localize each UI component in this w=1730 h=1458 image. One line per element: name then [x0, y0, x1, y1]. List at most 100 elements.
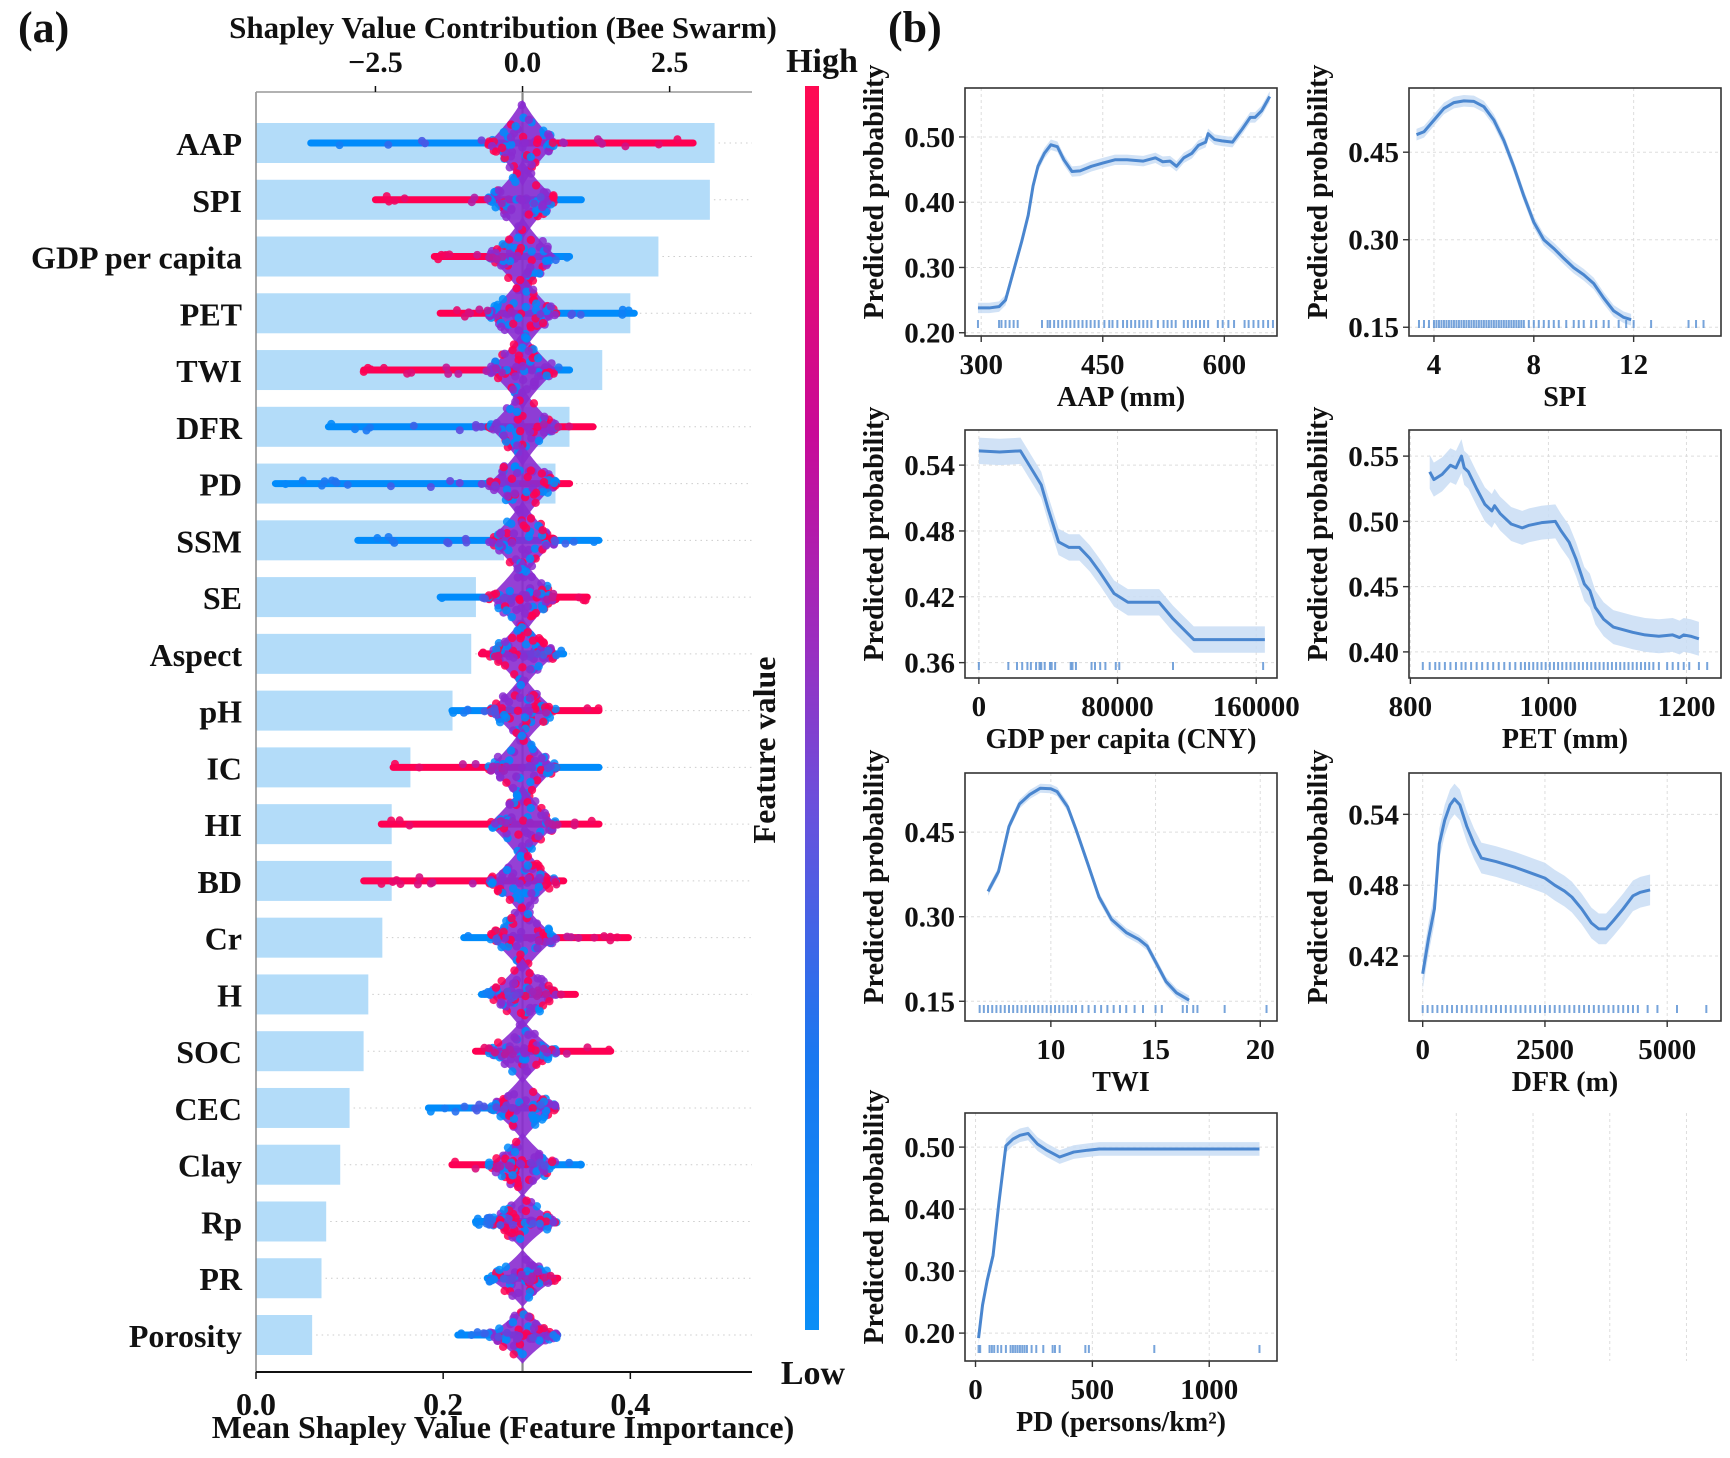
swarm-point [550, 310, 559, 320]
pdp-chart-dfr: 0 2500 5000 0.42 0.48 0.54 DFR (m) Predicted pr… [1303, 750, 1722, 1098]
y-tick-label: 0.42 [904, 582, 955, 614]
swarm-point [523, 628, 532, 637]
swarm-point [543, 488, 552, 497]
x-tick-label: 0.0 [236, 1386, 276, 1422]
swarm-point [508, 1121, 518, 1130]
swarm-point [524, 346, 533, 356]
swarm-point [528, 1176, 538, 1186]
swarm-point [508, 385, 518, 394]
swarm-point [512, 407, 522, 417]
swarm-point [396, 880, 405, 889]
swarm-point [516, 1008, 526, 1018]
swarm-point [506, 746, 516, 755]
swarm-point [537, 754, 546, 763]
beeswarm-row [377, 784, 603, 864]
swarm-point [490, 819, 500, 828]
x-tick-label: 0 [972, 691, 987, 723]
swarm-point [471, 1164, 480, 1173]
swarm-point [512, 790, 522, 800]
swarm-point [514, 313, 523, 323]
swarm-point [526, 235, 536, 245]
swarm-point [508, 1318, 518, 1327]
swarm-point [495, 718, 505, 727]
swarm-point [499, 128, 508, 137]
swarm-point [532, 776, 542, 785]
swarm-point [510, 670, 519, 679]
swarm-point [507, 538, 517, 547]
x-axis-title: SPI [1543, 382, 1587, 413]
swarm-point [492, 255, 501, 264]
swarm-point [502, 485, 512, 494]
x-tick-label: 160000 [1213, 691, 1300, 723]
swarm-point [505, 756, 514, 765]
confidence-band [1429, 439, 1699, 656]
panel-a-label: (a) [18, 3, 69, 52]
swarm-point [570, 818, 579, 827]
swarm-point [503, 1143, 513, 1152]
swarm-point [351, 425, 360, 434]
importance-bar [256, 974, 369, 1015]
swarm-point [530, 377, 540, 386]
swarm-point [516, 275, 525, 285]
swarm-point [507, 307, 516, 316]
swarm-point [552, 880, 561, 889]
swarm-point [508, 1229, 517, 1238]
swarm-point [536, 310, 545, 319]
swarm-point [327, 419, 336, 428]
swarm-point [457, 1330, 466, 1339]
swarm-point [494, 186, 504, 195]
swarm-point [539, 477, 549, 487]
swarm-point [502, 212, 511, 222]
swarm-point [485, 1277, 494, 1286]
swarm-point [534, 662, 543, 671]
swarm-point [495, 1265, 504, 1275]
swarm-point [506, 133, 516, 142]
swarm-point [500, 1286, 509, 1296]
swarm-point [490, 704, 499, 713]
swarm-point [521, 524, 531, 533]
swarm-point [516, 950, 525, 959]
feature-label: DFR [176, 410, 243, 446]
swarm-point [498, 1342, 508, 1352]
swarm-point [533, 1267, 543, 1276]
swarm-point [483, 988, 492, 997]
pdp-line [978, 449, 1265, 642]
swarm-point [415, 763, 424, 772]
swarm-point [505, 163, 514, 172]
importance-bar [256, 917, 383, 958]
swarm-point [505, 423, 515, 433]
swarm-point [387, 816, 396, 825]
swarm-point [384, 532, 393, 541]
y-tick-label: 0.30 [904, 902, 955, 934]
swarm-point [534, 937, 543, 946]
swarm-point [556, 990, 565, 999]
swarm-point [377, 879, 386, 888]
swarm-point [507, 147, 517, 157]
swarm-point [511, 177, 520, 187]
swarm-point [460, 1102, 469, 1111]
swarm-point [530, 756, 540, 765]
swarm-point [492, 934, 501, 943]
plot-frame [1408, 429, 1722, 679]
swarm-point [533, 135, 543, 144]
swarm-point [517, 196, 526, 205]
swarm-point [521, 1096, 530, 1105]
swarm-point [528, 285, 538, 294]
swarm-point [600, 932, 609, 941]
swarm-point [507, 913, 516, 923]
y-axis-title: Predicted probability [859, 65, 890, 320]
swarm-point [508, 783, 518, 793]
swarm-point [415, 873, 424, 882]
swarm-point [497, 998, 506, 1007]
swarm-point [451, 1107, 460, 1116]
swarm-point [490, 1048, 499, 1057]
swarm-point [516, 927, 526, 937]
swarm-point [281, 480, 290, 489]
swarm-point [528, 1087, 538, 1097]
swarm-point [492, 364, 501, 373]
x-tick-label: 800 [1389, 691, 1433, 723]
swarm-point [417, 136, 426, 145]
x-tick-label: 600 [1203, 349, 1247, 381]
swarm-point [520, 826, 529, 836]
swarm-point [522, 1196, 531, 1205]
